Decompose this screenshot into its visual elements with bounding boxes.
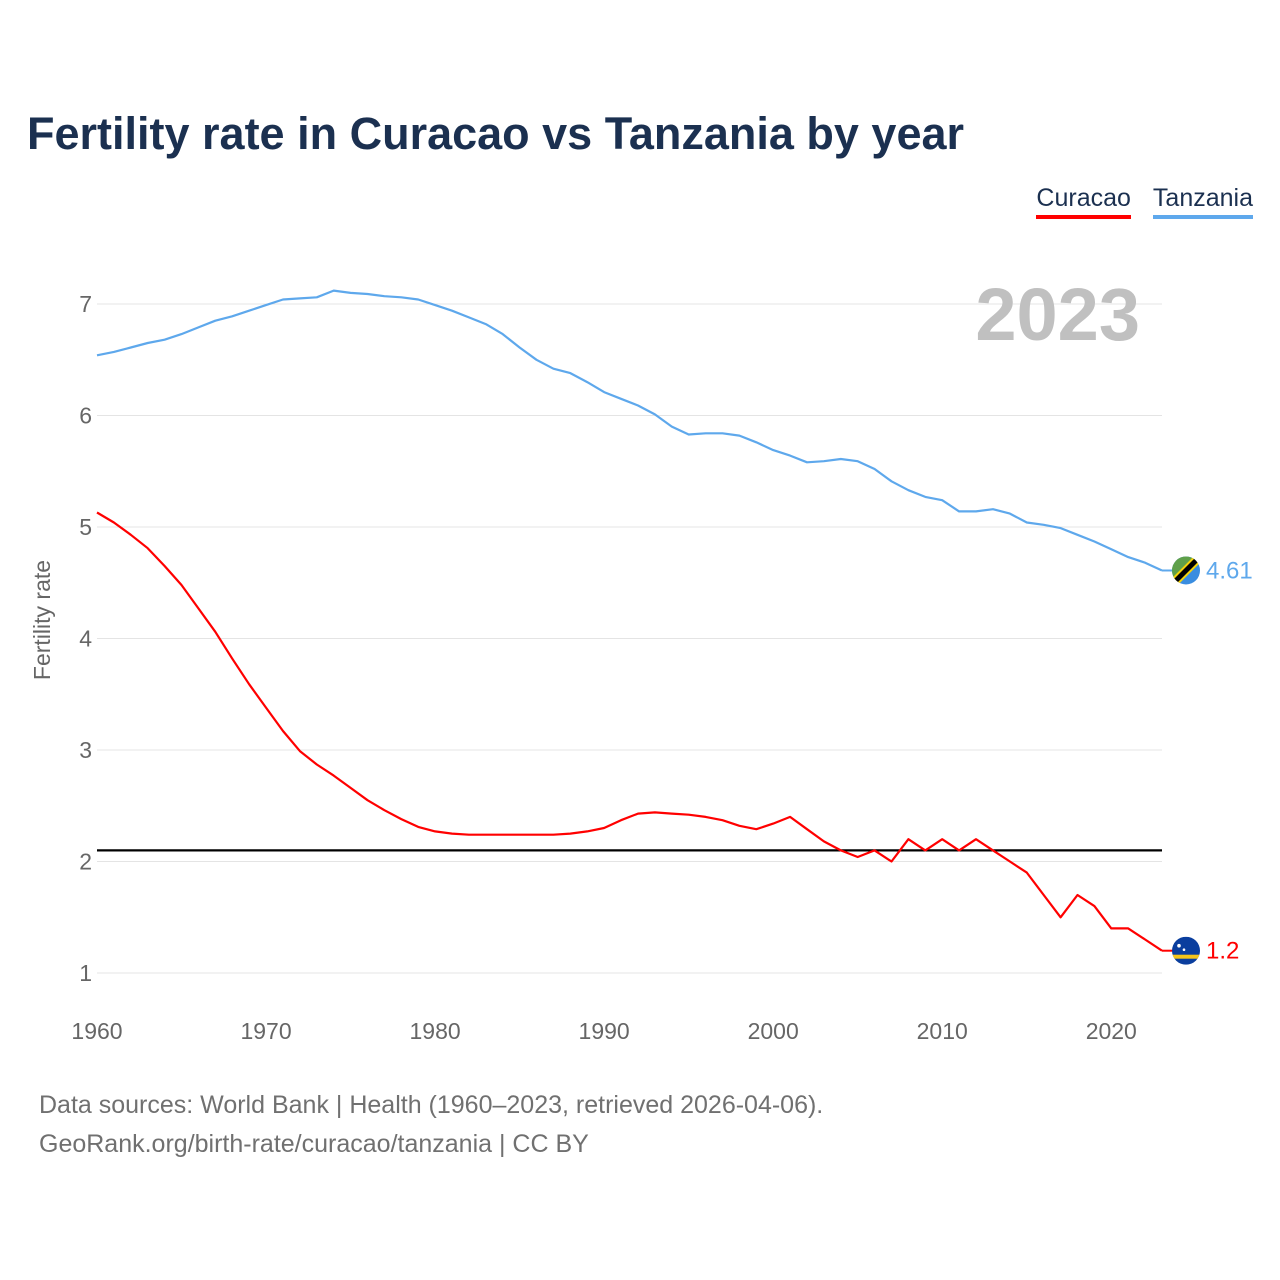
y-tick-label: 7	[79, 291, 92, 317]
y-tick-label: 5	[79, 514, 92, 540]
x-tick-label: 2010	[917, 1018, 968, 1044]
flag-body	[1172, 936, 1200, 965]
y-tick-label: 3	[79, 737, 92, 763]
y-axis-label: Fertility rate	[29, 560, 55, 680]
x-tick-label: 1970	[240, 1018, 291, 1044]
x-tick-label: 2000	[748, 1018, 799, 1044]
flag-black	[1172, 556, 1200, 585]
legend-item-tanzania[interactable]: Tanzania	[1152, 184, 1253, 219]
series-line-tanzania	[96, 289, 1163, 572]
y-tick-label: 1	[79, 960, 92, 986]
flag-yellow-stripe	[1172, 954, 1200, 959]
x-tick-label: 1980	[410, 1018, 461, 1044]
flag-star	[1177, 943, 1181, 948]
year-label: 2023	[975, 273, 1140, 356]
x-tick-label: 2020	[1086, 1018, 1137, 1044]
flag-body	[1172, 556, 1200, 585]
x-tick-label: 1990	[579, 1018, 630, 1044]
y-tick-label: 4	[79, 626, 92, 652]
curacao-flag-icon	[1172, 936, 1200, 965]
end-value-label-curacao: 1.2	[1206, 938, 1239, 965]
legend-item-curacao[interactable]: Curacao	[1036, 184, 1131, 219]
source-line-2[interactable]: GeoRank.org/birth-rate/curacao/tanzania …	[39, 1130, 589, 1158]
y-tick-label: 2	[79, 849, 92, 875]
tanzania-flag-icon	[1172, 556, 1200, 585]
series-line-curacao	[96, 511, 1163, 952]
source-note: Data sources: World Bank | Health (1960–…	[39, 1086, 823, 1164]
chart-title: Fertility rate in Curacao vs Tanzania by…	[27, 108, 965, 159]
x-tick-label: 1960	[71, 1018, 122, 1044]
source-line-1: Data sources: World Bank | Health (1960–…	[39, 1091, 824, 1119]
y-tick-label: 6	[79, 403, 92, 429]
flag-blue	[1172, 936, 1200, 965]
flag-star	[1182, 948, 1186, 951]
legend: Curacao Tanzania	[1036, 184, 1253, 219]
end-value-label-tanzania: 4.61	[1206, 557, 1253, 584]
